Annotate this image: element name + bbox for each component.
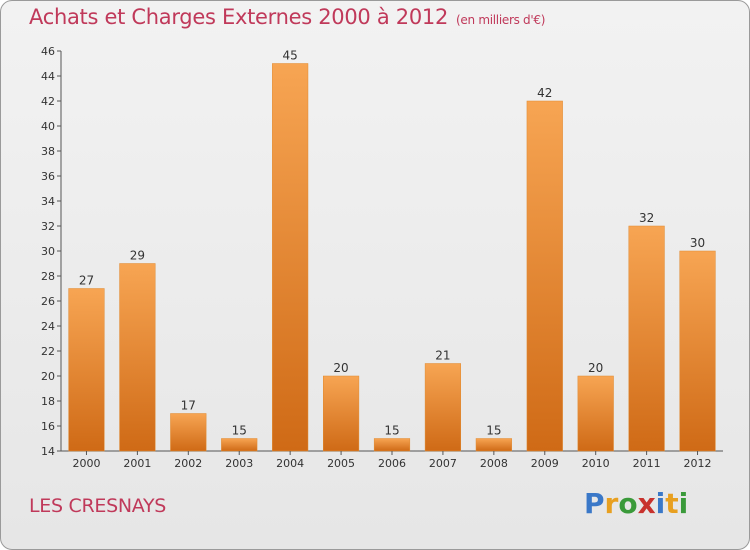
x-tick-label: 2004 [276, 457, 304, 470]
bar [679, 250, 716, 452]
y-tick-label: 18 [41, 395, 55, 408]
bar-value-label: 15 [232, 424, 247, 438]
bar [170, 413, 207, 452]
proxiti-logo: Proxiti [584, 487, 688, 520]
x-tick-label: 2008 [480, 457, 508, 470]
x-tick-label: 2009 [531, 457, 559, 470]
y-tick-label: 30 [41, 245, 55, 258]
unit-note: (en milliers d'€) [456, 13, 546, 27]
bar-value-label: 17 [181, 399, 196, 413]
bar [221, 438, 258, 452]
bar-value-label: 32 [639, 211, 654, 225]
logo-letter: i [655, 487, 666, 520]
logo-letter: o [618, 487, 638, 520]
bar [424, 363, 461, 452]
bar [526, 100, 563, 452]
y-tick-label: 24 [41, 320, 55, 333]
x-tick-label: 2000 [72, 457, 100, 470]
commune-name: LES CRESNAYS [29, 495, 167, 517]
bar [119, 263, 156, 452]
bar-value-label: 15 [384, 424, 399, 438]
bar-value-label: 29 [130, 249, 145, 263]
y-tick-label: 36 [41, 170, 55, 183]
logo-letter: x [637, 487, 656, 520]
x-tick-label: 2003 [225, 457, 253, 470]
chart-title-text: Achats et Charges Externes 2000 à 2012 [29, 5, 449, 29]
y-tick-label: 40 [41, 120, 55, 133]
bar-value-label: 20 [333, 361, 348, 375]
logo-letter: i [678, 487, 689, 520]
logo-letter: P [584, 487, 605, 520]
bar [475, 438, 512, 452]
x-tick-label: 2007 [429, 457, 457, 470]
logo-letter: r [604, 487, 619, 520]
x-tick-label: 2002 [174, 457, 202, 470]
x-tick-label: 2011 [633, 457, 661, 470]
x-tick-label: 2012 [684, 457, 712, 470]
y-tick-label: 38 [41, 145, 55, 158]
y-tick-label: 42 [41, 95, 55, 108]
bar [323, 375, 360, 452]
bar-value-label: 30 [690, 236, 705, 250]
x-tick-label: 2005 [327, 457, 355, 470]
y-tick-label: 14 [41, 445, 55, 458]
bar-value-label: 27 [79, 274, 94, 288]
y-tick-label: 44 [41, 70, 55, 83]
x-tick-label: 2006 [378, 457, 406, 470]
bar-value-label: 15 [486, 424, 501, 438]
bar [577, 375, 614, 452]
bar [373, 438, 411, 452]
y-tick-label: 16 [41, 420, 55, 433]
logo-letter: t [665, 487, 679, 520]
chart-title: Achats et Charges Externes 2000 à 2012 (e… [29, 5, 545, 35]
bar-value-label: 20 [588, 361, 603, 375]
y-tick-label: 46 [41, 45, 55, 58]
bar-value-label: 42 [537, 86, 552, 100]
y-tick-label: 28 [41, 270, 55, 283]
x-tick-label: 2001 [123, 457, 151, 470]
bar [68, 288, 105, 452]
y-tick-label: 32 [41, 220, 55, 233]
y-tick-label: 34 [41, 195, 55, 208]
bar [272, 63, 309, 452]
y-tick-label: 26 [41, 295, 55, 308]
x-tick-label: 2010 [582, 457, 610, 470]
bar-value-label: 21 [435, 349, 450, 363]
bar [628, 225, 665, 452]
y-tick-label: 22 [41, 345, 55, 358]
bar-value-label: 45 [283, 49, 298, 63]
y-tick-label: 20 [41, 370, 55, 383]
